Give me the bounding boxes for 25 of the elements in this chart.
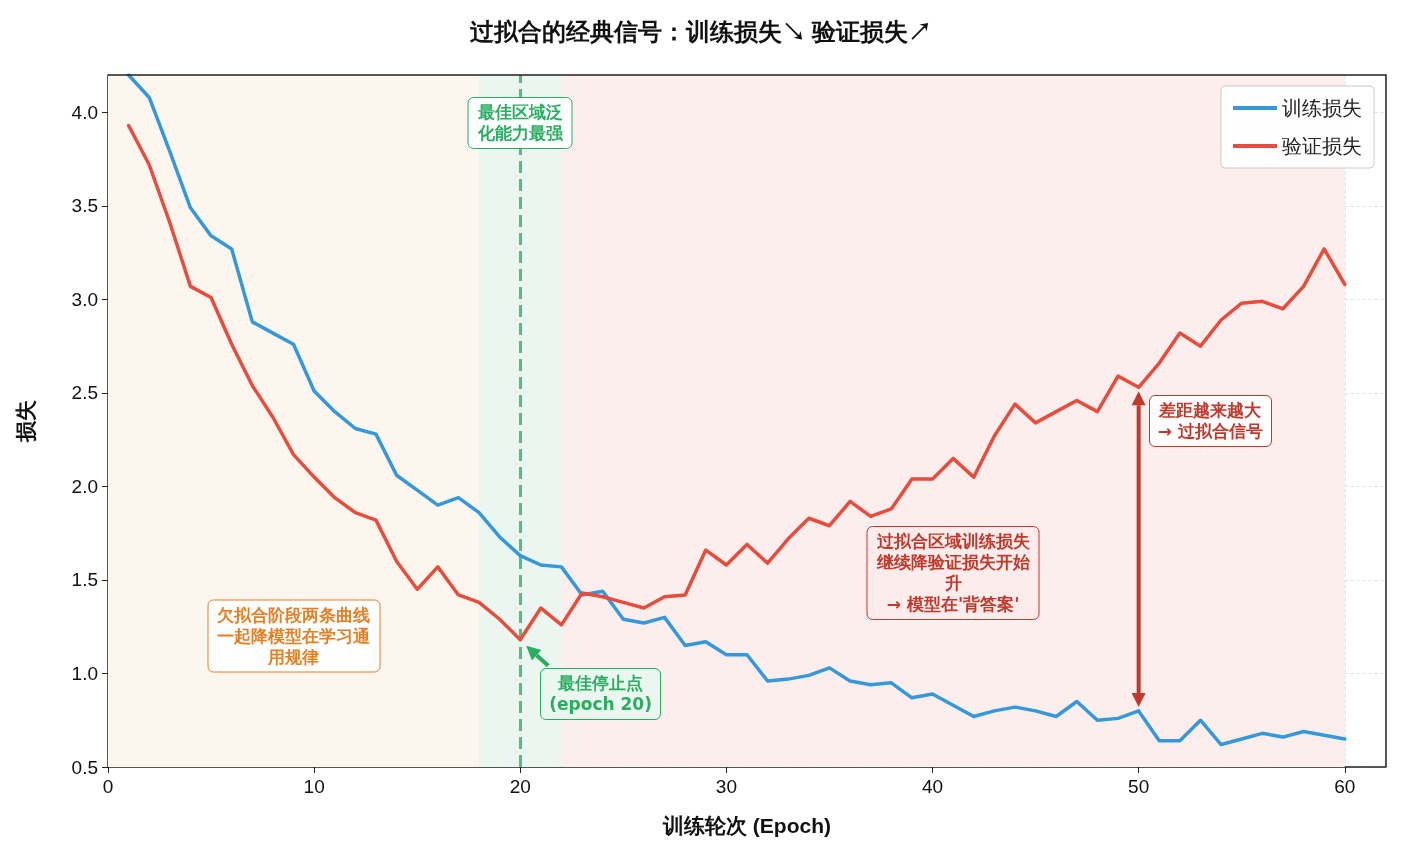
x-tick-label: 50	[1128, 776, 1150, 797]
chart-title: 过拟合的经典信号：训练损失↘ 验证损失↗	[468, 17, 933, 45]
y-tick-label: 0.5	[71, 756, 98, 778]
x-tick-label: 60	[1334, 776, 1356, 797]
y-axis-title: 损失	[14, 400, 37, 443]
y-tick-label: 3.0	[71, 288, 98, 310]
x-tick-label: 10	[303, 776, 325, 797]
annotation: 差距越来越大 → 过拟合信号	[1148, 395, 1272, 448]
y-tick-label: 3.5	[71, 195, 98, 217]
legend-label: 训练损失	[1282, 97, 1362, 119]
x-tick-label: 30	[715, 776, 737, 797]
x-tick-label: 40	[921, 776, 944, 797]
annotation: 最佳停止点 (epoch 20)	[540, 667, 661, 720]
x-tick-label: 20	[509, 776, 531, 797]
x-tick-label: 0	[102, 776, 114, 797]
y-tick-label: 1.5	[71, 569, 98, 591]
band-label: 欠拟合阶段两条曲线一起降模型在学习通用规律	[207, 599, 381, 673]
band-label: 最佳区域泛化能力最强	[467, 97, 573, 150]
y-tick-label: 4.0	[71, 101, 98, 123]
y-tick-label: 2.0	[71, 475, 98, 497]
legend-label: 验证损失	[1282, 135, 1362, 157]
band-label: 过拟合区域训练损失继续降验证损失开始升 → 模型在'背答案'	[866, 526, 1040, 621]
y-tick-label: 1.0	[71, 662, 98, 684]
y-tick-label: 2.5	[71, 382, 98, 404]
x-axis-title: 训练轮次 (Epoch)	[662, 814, 831, 837]
